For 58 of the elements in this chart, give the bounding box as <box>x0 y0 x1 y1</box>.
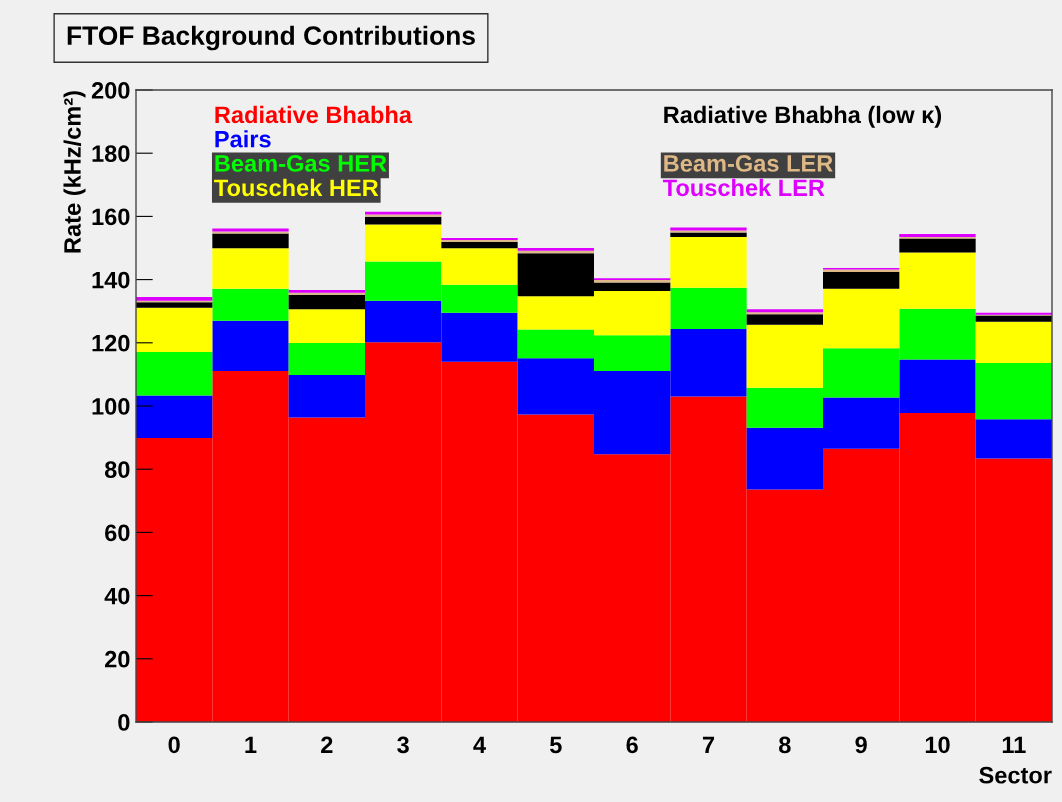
y-tick-label: 100 <box>92 398 130 415</box>
bar <box>288 309 365 344</box>
bar <box>136 296 213 301</box>
x-tick-label: 10 <box>925 736 950 754</box>
y-tick-label: 80 <box>104 461 130 478</box>
x-tick-label: 2 <box>321 736 333 753</box>
bar <box>136 395 213 438</box>
bar <box>670 236 747 288</box>
y-tick-label: 120 <box>92 334 130 352</box>
x-tick-label: 7 <box>702 736 715 753</box>
bar <box>212 233 289 249</box>
y-tick-label: 180 <box>92 145 130 162</box>
bar <box>899 238 976 253</box>
bar <box>746 314 823 325</box>
bar <box>670 232 747 237</box>
y-tick-label: 40 <box>104 587 130 605</box>
y-tick-label: 60 <box>105 524 130 542</box>
x-tick-label: 9 <box>855 736 867 754</box>
text: Beam-Gas LER <box>664 155 833 172</box>
bar <box>136 302 213 308</box>
bar <box>288 343 365 376</box>
bar <box>975 315 1052 322</box>
text: Beam-Gas HER <box>215 155 387 172</box>
y-tick-label: 140 <box>92 271 130 289</box>
bar <box>212 288 289 321</box>
y-tick-label: 20 <box>105 650 130 668</box>
x-tick-label: 1 <box>245 736 257 753</box>
bar <box>136 307 213 352</box>
bar <box>441 242 518 249</box>
x-tick-label: 8 <box>779 736 791 754</box>
x-tick-label: 4 <box>473 736 486 753</box>
x-tick-label: 5 <box>550 736 562 754</box>
x-tick-label: 6 <box>626 736 638 754</box>
bar <box>975 419 1052 459</box>
text: Radiative Bhabha (low κ) <box>664 105 942 128</box>
bar <box>823 272 900 289</box>
bar <box>365 216 442 225</box>
bar <box>975 363 1052 420</box>
chart-title: FTOF Background Contributions <box>67 25 475 51</box>
series-label: Touschek LER <box>662 178 825 197</box>
bar <box>288 294 365 310</box>
x-axis-title: Sector <box>979 766 1052 784</box>
bar <box>212 320 289 371</box>
text: Pairs <box>215 130 271 148</box>
x-tick-label: 11 <box>1002 736 1026 753</box>
y-tick-label: 160 <box>92 208 130 226</box>
x-tick-label: 0 <box>168 736 180 754</box>
bar <box>670 287 747 329</box>
bar <box>212 248 289 289</box>
y-tick-label: 0 <box>118 714 130 731</box>
text: Radiative Bhabha <box>215 105 413 124</box>
series-label: Touschek HER <box>214 178 379 197</box>
bar <box>136 351 213 396</box>
y-axis-title: Rate (kHz/cm²) <box>63 91 86 253</box>
x-tick-label: 3 <box>397 736 409 754</box>
y-tick-label: 200 <box>91 82 130 99</box>
bar <box>288 375 365 418</box>
bar <box>975 321 1052 364</box>
